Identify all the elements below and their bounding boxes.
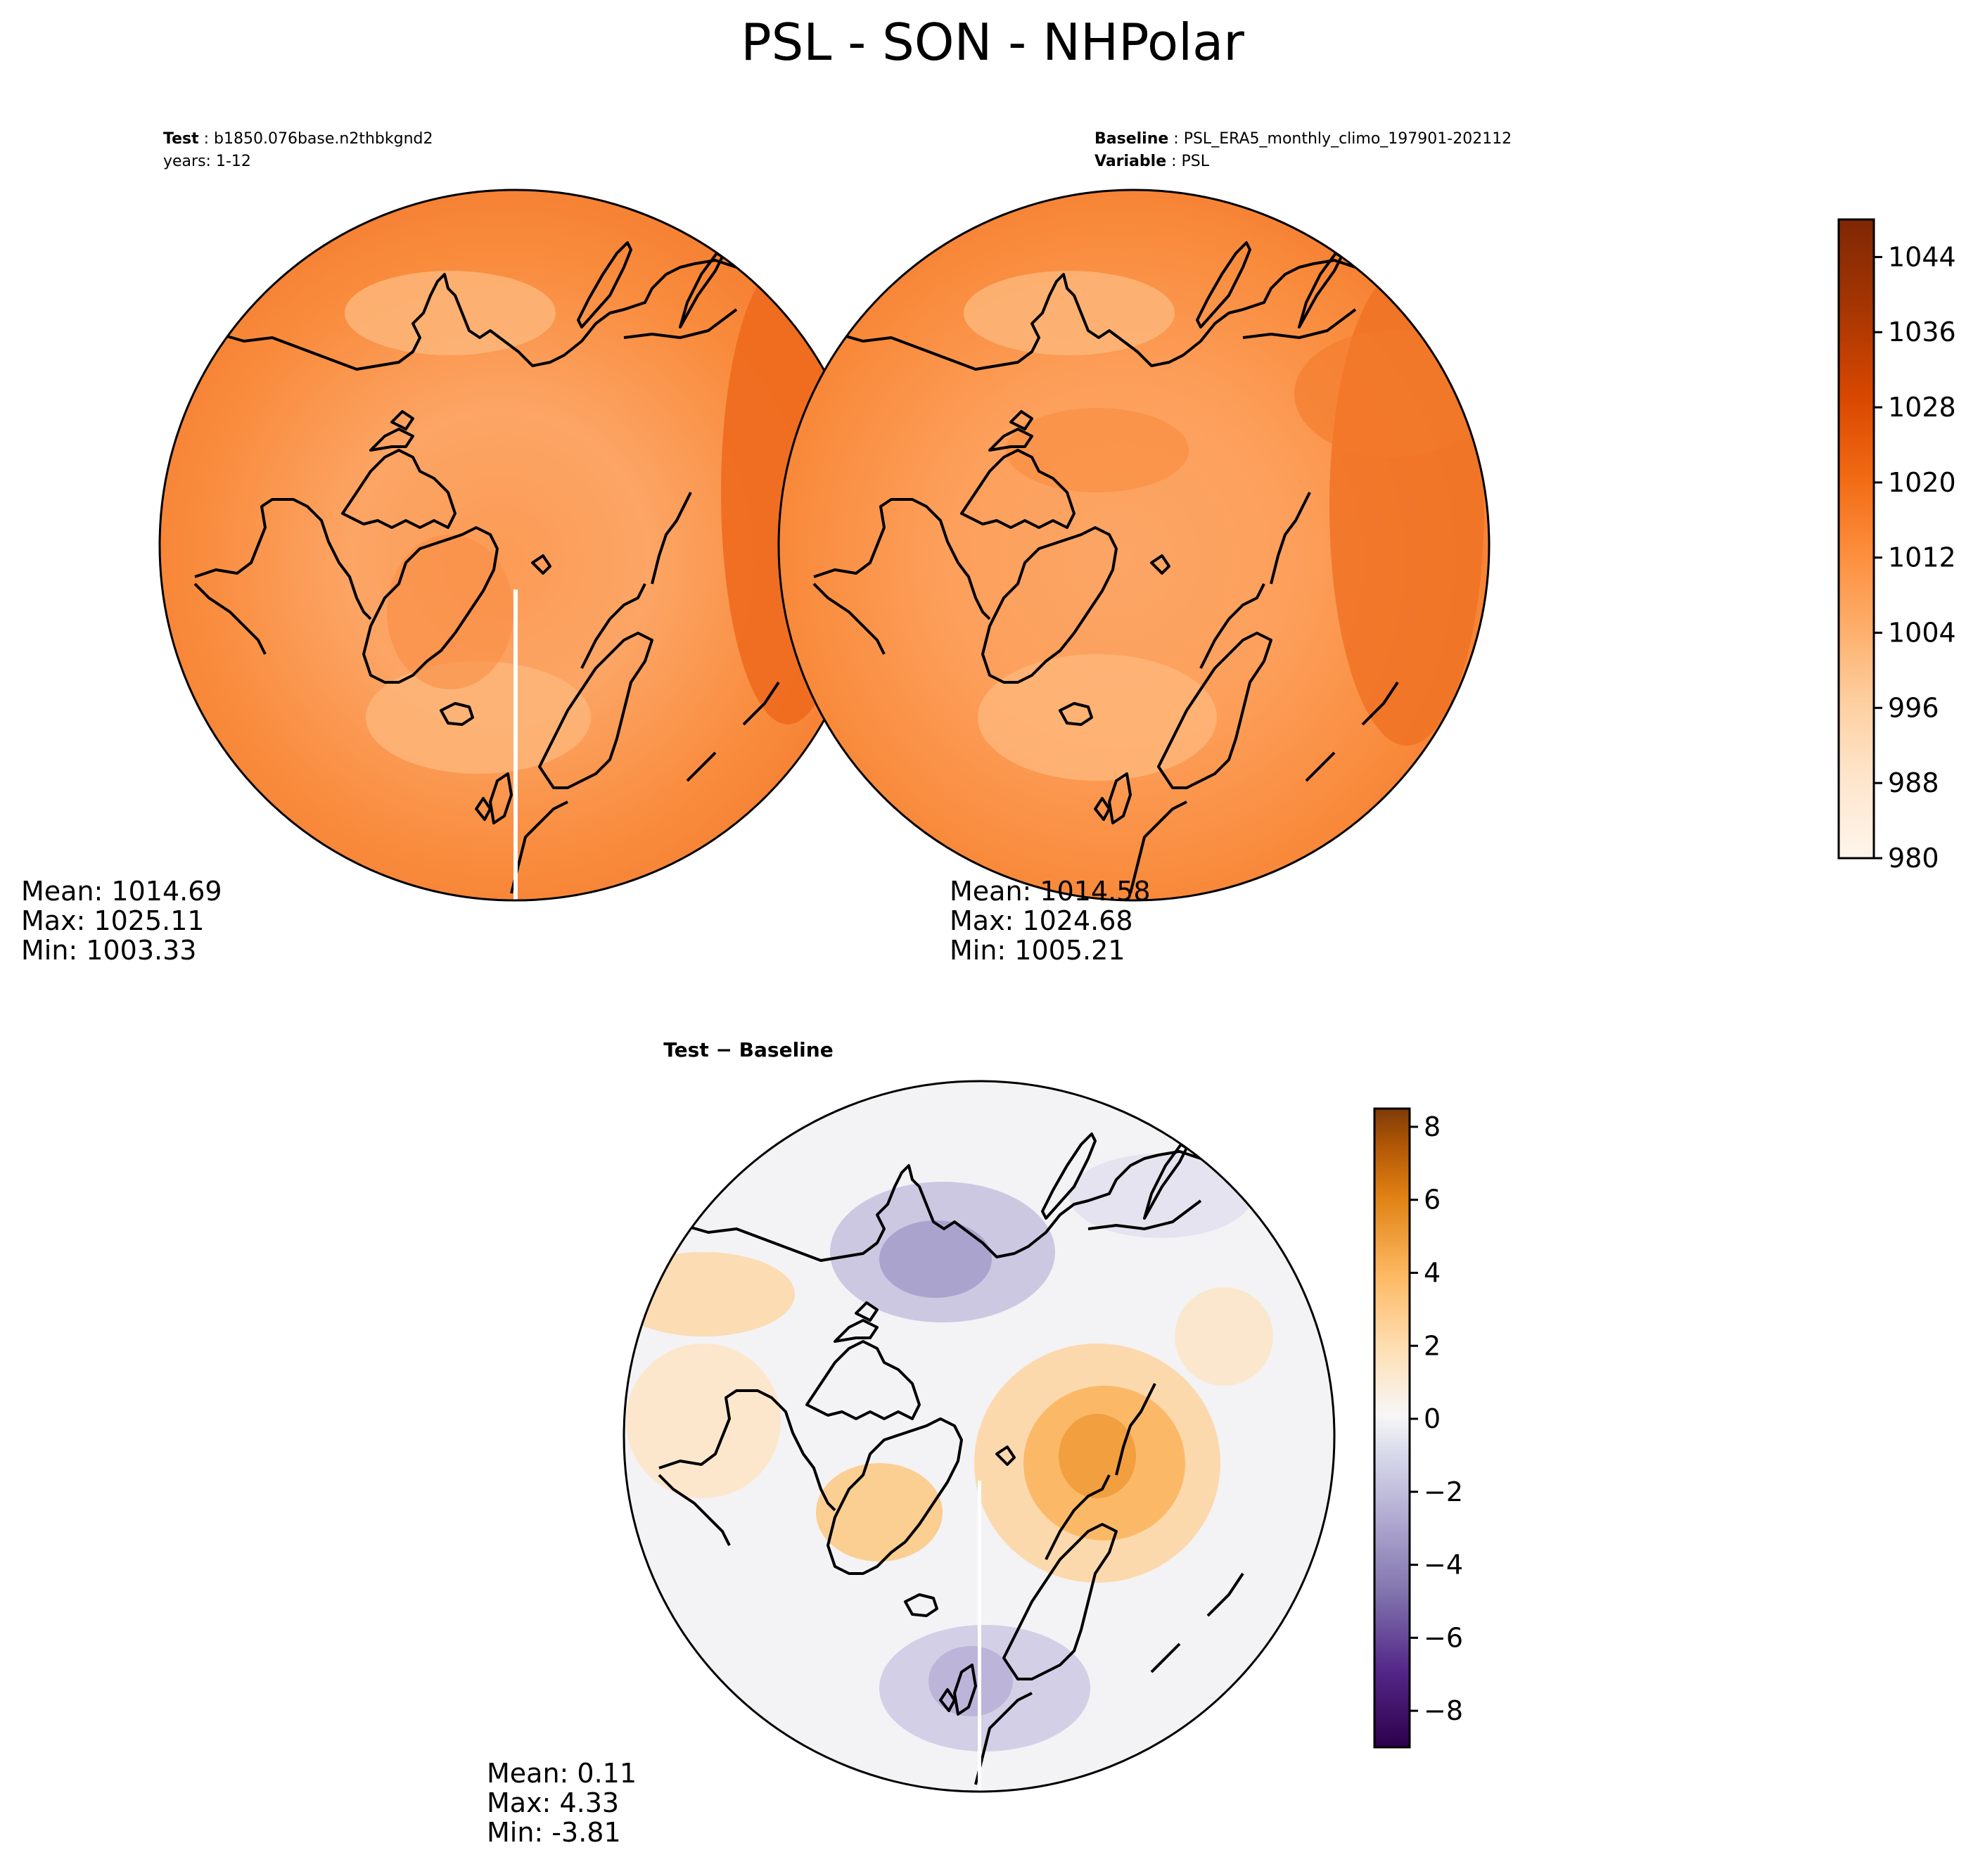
colorbar-tick-label: 1004: [1888, 618, 1956, 649]
colorbar-tick-label: −2: [1424, 1476, 1463, 1507]
colorbar-tick-label: −4: [1424, 1550, 1463, 1581]
panel-test: Test : b1850.076base.n2thbkgnd2 years: 1…: [21, 130, 872, 966]
colorbar-tick-label: 1012: [1888, 542, 1956, 573]
colorbar-tick-label: 6: [1424, 1185, 1441, 1215]
colorbar-tick-label: −6: [1424, 1622, 1463, 1653]
panel-difference-min: Min: -3.81: [487, 1817, 621, 1848]
panel-difference-max: Max: 4.33: [487, 1787, 619, 1818]
colorbar-tick-label: 1028: [1888, 392, 1956, 423]
panel-baseline-max: Max: 1024.68: [950, 905, 1133, 936]
colorbar-tick-label: 988: [1888, 767, 1939, 798]
panel-baseline-mean: Mean: 1014.58: [950, 876, 1151, 907]
colorbar-tick-label: 1020: [1888, 467, 1956, 498]
map-difference: [624, 1081, 1334, 1792]
colorbar-difference: −8 −6 −4 −2 0 2 4 6 8: [1373, 1107, 1463, 1749]
colorbar-tick-label: 1036: [1888, 317, 1956, 347]
figure-title: PSL - SON - NHPolar: [741, 13, 1244, 72]
colorbar-tick-label: −8: [1424, 1695, 1463, 1726]
colorbar-absolute: 980 988 996 1004 1012 1020 1028 1036 1044: [1837, 218, 1956, 874]
colorbar-tick-label: 1044: [1888, 241, 1956, 272]
colorbar-tick-label: 2: [1424, 1330, 1441, 1361]
colorbar-tick-label: 980: [1888, 843, 1939, 874]
panel-baseline: Baseline : PSL_ERA5_monthly_climo_197901…: [777, 130, 1512, 966]
panel-test-years: years: 1-12: [163, 153, 251, 170]
panel-difference: Test − Baseline Mean: 0.11 Max: 4.33 Min…: [487, 1038, 1336, 1848]
panel-baseline-label: Baseline : PSL_ERA5_monthly_climo_197901…: [1094, 130, 1512, 148]
panel-baseline-min: Min: 1005.21: [950, 935, 1125, 966]
panel-difference-mean: Mean: 0.11: [487, 1758, 637, 1789]
panel-test-mean: Mean: 1014.69: [21, 876, 222, 907]
map-baseline: [779, 190, 1489, 900]
colorbar-tick-label: 996: [1888, 692, 1939, 723]
colorbar-tick-label: 4: [1424, 1257, 1441, 1288]
panel-difference-title: Test − Baseline: [663, 1038, 833, 1061]
colorbar-tick-label: 8: [1424, 1111, 1441, 1142]
panel-baseline-variable: Variable : PSL: [1094, 153, 1210, 170]
panel-test-min: Min: 1003.33: [21, 935, 196, 966]
panel-test-max: Max: 1025.11: [21, 905, 205, 936]
colorbar-tick-label: 0: [1424, 1403, 1441, 1434]
panel-test-label: Test : b1850.076base.n2thbkgnd2: [163, 130, 433, 148]
